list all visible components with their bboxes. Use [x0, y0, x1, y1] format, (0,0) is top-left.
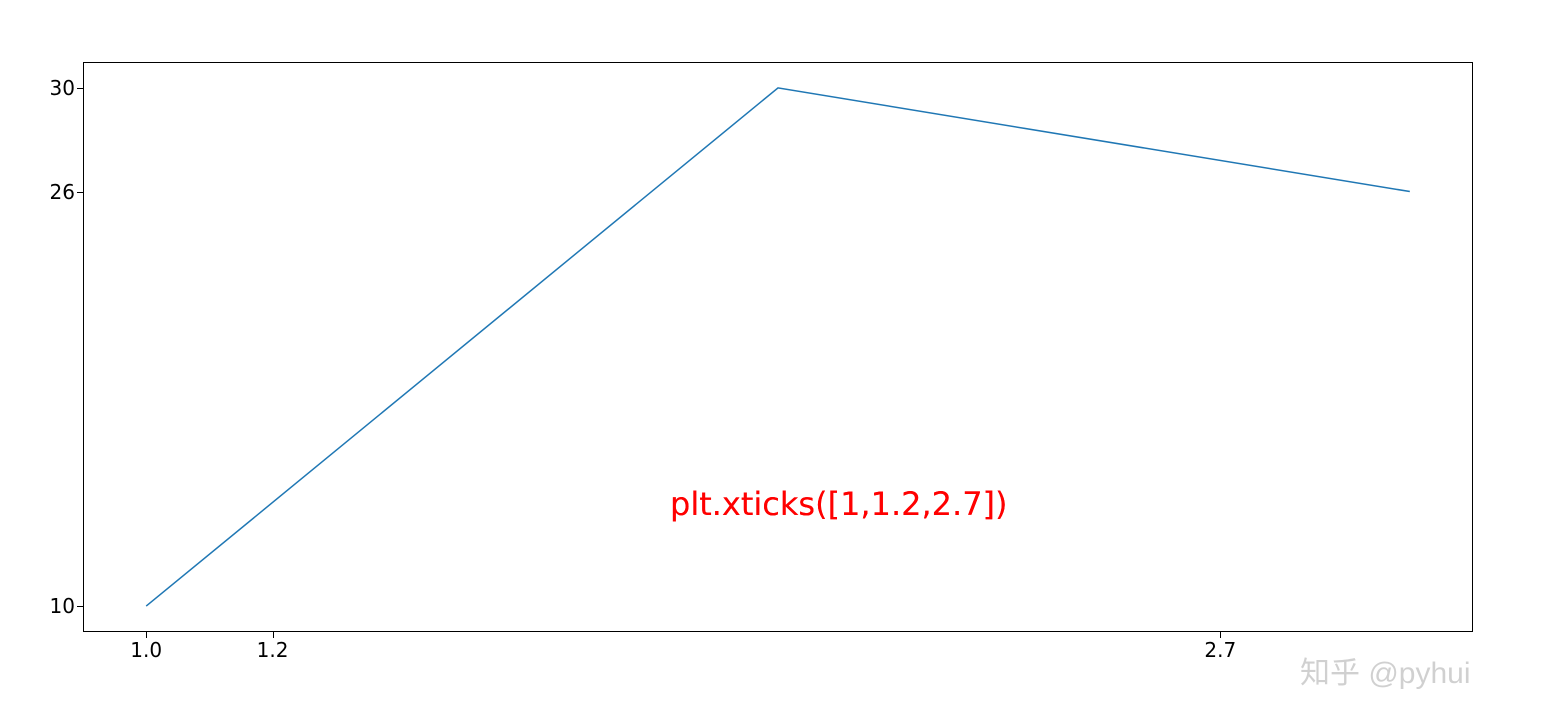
- annotation-text: plt.xticks([1,1.2,2.7]): [670, 485, 1008, 523]
- ytick-label: 10: [50, 594, 83, 618]
- xtick-label: 1.0: [130, 632, 162, 662]
- chart-figure: 1026301.01.22.7 plt.xticks([1,1.2,2.7]) …: [0, 0, 1552, 721]
- xtick-label: 2.7: [1204, 632, 1236, 662]
- xtick-label: 1.2: [257, 632, 289, 662]
- ytick-label: 26: [50, 180, 83, 204]
- line-series: [146, 88, 1410, 606]
- plot-area: 1026301.01.22.7: [83, 62, 1473, 632]
- line-series-svg: [83, 62, 1473, 632]
- code-annotation: plt.xticks([1,1.2,2.7]) plt.xticks([1,1.…: [670, 485, 1008, 523]
- watermark-text: 知乎 @pyhui: [1300, 648, 1471, 692]
- ytick-label: 30: [50, 76, 83, 100]
